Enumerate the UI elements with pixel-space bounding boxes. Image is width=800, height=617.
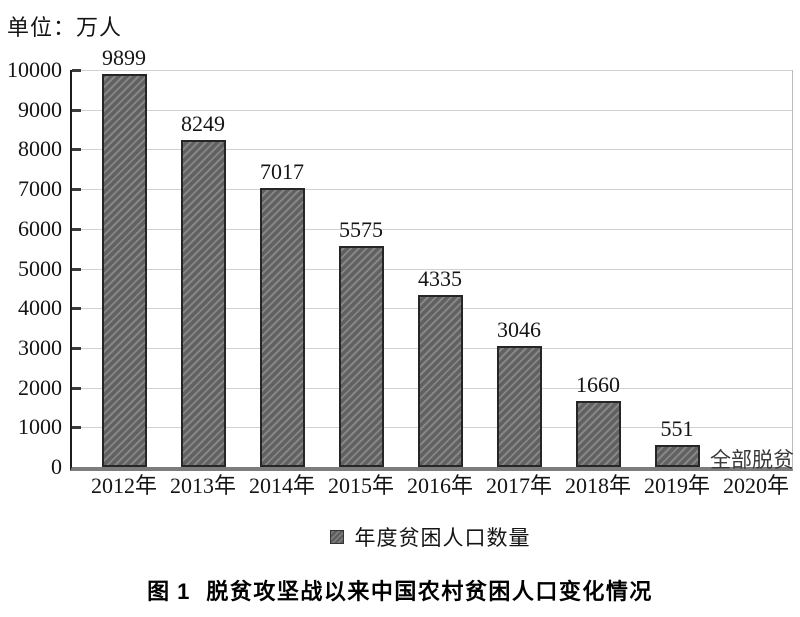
y-axis-tick-label: 0	[51, 454, 62, 479]
bar	[496, 346, 542, 467]
y-axis-tick-label: 9000	[18, 96, 62, 122]
x-axis-label: 2019年	[643, 473, 710, 498]
y-axis-tick	[72, 148, 81, 152]
bar	[338, 245, 384, 467]
y-axis-tick-label: 2000	[18, 374, 62, 400]
gridline	[72, 189, 792, 191]
gridline	[72, 149, 792, 151]
y-axis-tick-label: 4000	[18, 295, 62, 321]
bar	[654, 445, 700, 467]
y-axis-tick	[72, 386, 81, 390]
bar-value-label: 4335	[418, 265, 462, 291]
bar-value-label: 1660	[576, 372, 620, 398]
figure-caption-number: 图 1	[147, 579, 191, 604]
bar-value-label: 551	[660, 416, 694, 442]
y-axis-tick-label: 5000	[18, 255, 62, 281]
unit-label: 单位：万人	[7, 15, 123, 40]
gridline	[72, 70, 792, 71]
zero-value-annotation: 全部脱贫	[710, 448, 794, 472]
bar-value-label: 8249	[181, 110, 225, 136]
bar	[417, 294, 463, 467]
y-axis-tick	[72, 426, 81, 430]
bar-value-label: 7017	[260, 159, 304, 185]
figure-caption: 图 1 脱贫攻坚战以来中国农村贫困人口变化情况	[0, 574, 800, 606]
y-axis-tick	[72, 188, 81, 192]
y-axis-tick-label: 1000	[18, 414, 62, 440]
bar-value-label: 5575	[339, 216, 383, 242]
bar	[180, 139, 226, 467]
x-axis-label: 2017年	[485, 473, 552, 498]
gridline	[72, 268, 792, 270]
x-axis-label: 2012年	[90, 473, 157, 498]
y-axis-tick	[72, 346, 81, 350]
x-axis-label: 2013年	[169, 473, 236, 498]
y-axis-tick	[72, 267, 81, 271]
y-axis-tick-label: 6000	[18, 215, 62, 241]
x-axis-label: 2018年	[564, 473, 631, 498]
y-axis-tick-label: 7000	[18, 176, 62, 202]
legend: 年度贫困人口数量	[70, 522, 790, 552]
bar	[575, 401, 621, 467]
gridline	[72, 228, 792, 230]
x-axis-label: 2014年	[248, 473, 315, 498]
bar	[101, 74, 147, 467]
y-axis-tick-label: 3000	[18, 334, 62, 360]
bar-value-label: 9899	[102, 45, 146, 70]
y-axis-tick-label: 8000	[18, 136, 62, 162]
legend-label: 年度贫困人口数量	[354, 526, 531, 550]
y-axis-tick	[72, 108, 81, 112]
y-axis-tick	[72, 227, 81, 231]
y-axis-tick	[72, 307, 81, 311]
x-axis-label: 2015年	[327, 473, 394, 498]
y-axis-tick	[72, 69, 81, 72]
bar-value-label: 3046	[497, 317, 541, 343]
figure-caption-title: 脱贫攻坚战以来中国农村贫困人口变化情况	[206, 579, 653, 604]
gridline	[72, 109, 792, 111]
x-axis-label: 2016年	[406, 473, 473, 498]
x-axis-label: 2020年	[722, 473, 789, 498]
bar	[259, 188, 305, 467]
legend-swatch-icon	[329, 530, 344, 544]
y-axis-tick-label: 10000	[7, 57, 62, 82]
